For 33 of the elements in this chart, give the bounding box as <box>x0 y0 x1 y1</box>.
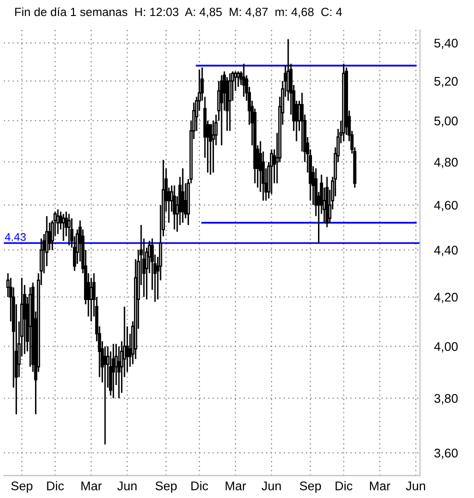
x-tick-label: Mar <box>370 482 390 490</box>
candlestick <box>62 213 66 242</box>
chart-title: Fin de día 1 semanas H: 12:03 A: 4,85 M: 4,87 m: 4,68 C: 4 <box>15 7 342 18</box>
y-tick-label: 4,20 <box>434 292 458 304</box>
x-tick-label: Jun <box>117 482 137 490</box>
candlestick <box>242 63 246 98</box>
y-tick-label: 3,80 <box>434 394 458 404</box>
candlestick <box>90 277 93 322</box>
candlestick <box>181 168 184 224</box>
x-tick-label: Jun <box>262 482 281 490</box>
y-tick-label: 5,40 <box>434 38 458 50</box>
x-tick-label: Jun <box>406 482 426 490</box>
candlestick <box>236 70 240 88</box>
x-tick-label: Sep <box>300 481 321 493</box>
y-tick-label: 4,60 <box>434 200 458 212</box>
x-tick-label: Dic <box>336 481 352 490</box>
y-tick-label: 3,60 <box>434 448 458 459</box>
x-tick-label: Mar <box>81 482 102 490</box>
candlestick <box>67 213 71 246</box>
x-tick-label: Mar <box>226 482 246 490</box>
candlestick <box>228 72 232 132</box>
y-tick-label: 5,20 <box>434 76 458 88</box>
candlestick <box>208 124 212 176</box>
x-tick-label: Dic <box>47 481 64 490</box>
x-tick-label: Dic <box>191 481 208 490</box>
ref-line-label: 4.43 <box>4 233 26 241</box>
x-tick-label: Sep <box>156 481 177 493</box>
y-tick-label: 4,80 <box>434 158 458 168</box>
x-tick-label: Sep <box>11 481 32 493</box>
candlestick <box>220 74 224 146</box>
y-tick-label: 4,40 <box>434 246 458 256</box>
y-tick-label: 5,00 <box>434 116 458 127</box>
y-tick-label: 4,00 <box>434 342 458 352</box>
